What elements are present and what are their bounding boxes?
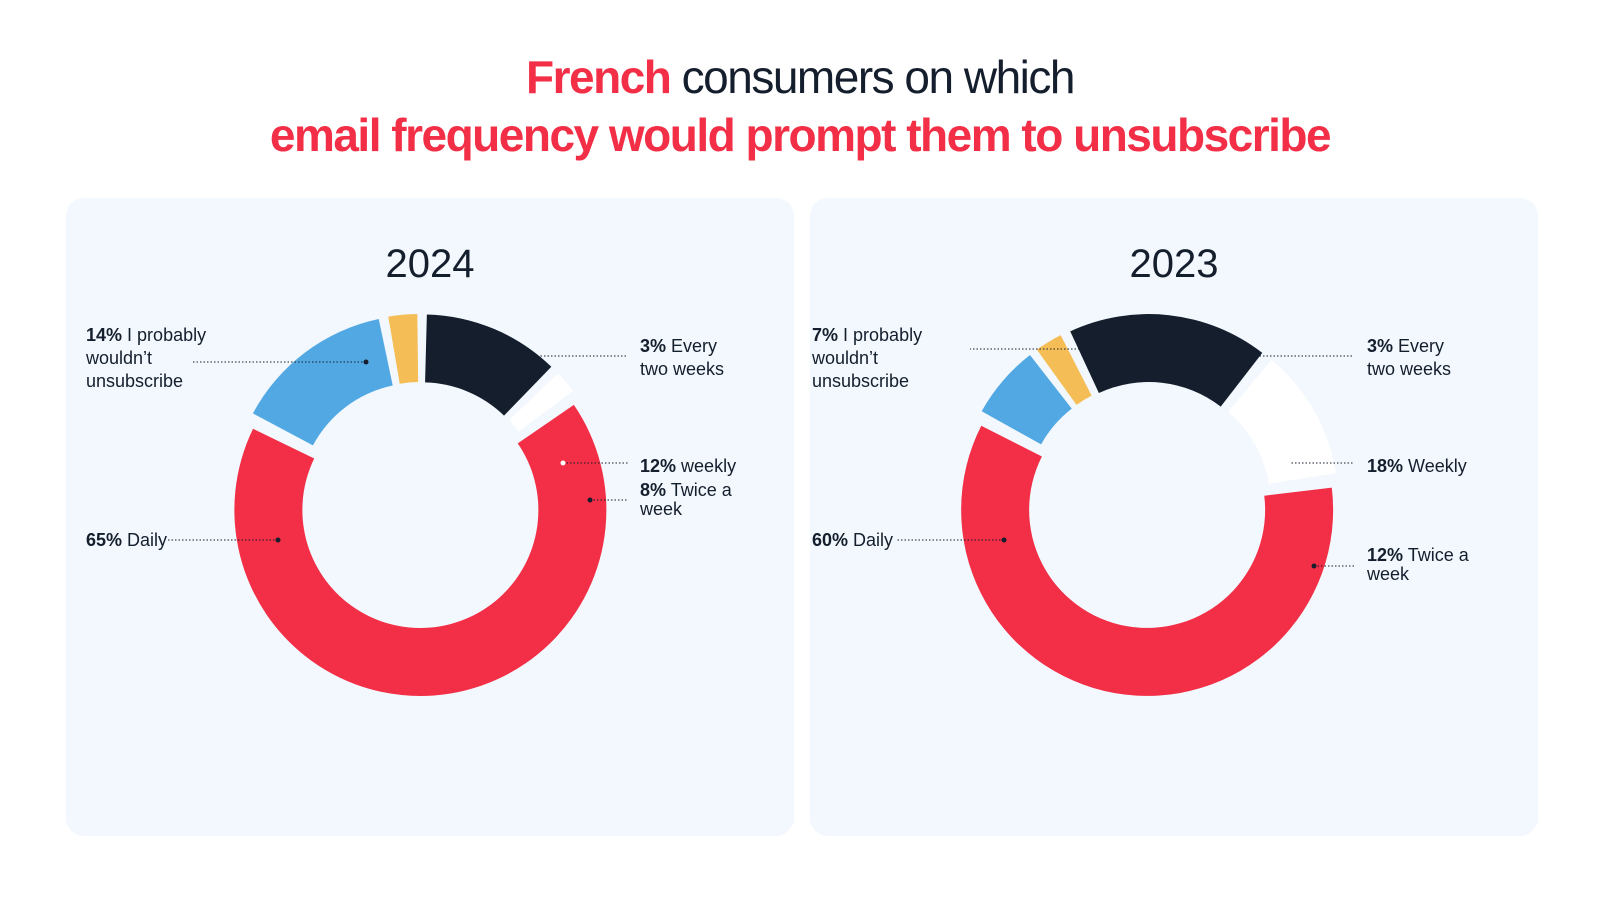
leader-dot-wouldnt xyxy=(363,359,369,365)
label-twice-a-week: 12% Twice a week xyxy=(1367,546,1469,584)
label-text-line: unsubscribe xyxy=(86,371,184,391)
label-wouldnt-unsubscribe: 14% I probably wouldn’t unsubscribe xyxy=(86,324,206,393)
label-text-line: weekly xyxy=(681,456,737,476)
panel-2023: 2023 7% I probably wouldn’t unsubscribe 3%… xyxy=(810,198,1538,836)
title-line-1-rest: consumers on which xyxy=(670,51,1076,103)
label-pct: 60% xyxy=(812,530,849,550)
label-text-line: Daily xyxy=(127,530,168,550)
leader-dot-every-two-weeks xyxy=(1211,353,1217,359)
slice-every-two-weeks xyxy=(388,314,419,384)
label-pct: 7% xyxy=(812,325,839,345)
leader-dot-daily xyxy=(1001,537,1007,543)
donut-chart-2023 xyxy=(896,314,1354,696)
label-pct: 18% xyxy=(1367,456,1404,476)
leader-dot-weekly xyxy=(1285,460,1291,466)
leader-dot-wouldnt xyxy=(1115,346,1121,352)
slice-twice-a-week xyxy=(509,373,574,432)
slice-twice-a-week xyxy=(1228,359,1337,484)
donut-chart-2024 xyxy=(168,314,628,696)
leader-dot-daily xyxy=(275,537,281,543)
label-text-line: Twice a xyxy=(670,480,732,500)
label-wouldnt-unsubscribe: 7% I probably wouldn’t unsubscribe xyxy=(812,324,922,393)
leader-dot-every-two-weeks xyxy=(485,353,491,359)
label-every-two-weeks: 3% Every two weeks xyxy=(1367,335,1451,381)
label-pct: 65% xyxy=(86,530,123,550)
label-text-line: Every xyxy=(1398,336,1445,356)
slice-daily xyxy=(961,425,1334,696)
label-text-line: Twice a xyxy=(1407,545,1469,565)
leader-dot-weekly xyxy=(560,460,566,466)
slice-wouldnt xyxy=(252,318,393,446)
label-text-line: I probably xyxy=(843,325,923,345)
label-text-line: week xyxy=(640,499,683,519)
label-pct: 14% xyxy=(86,325,123,345)
panel-2024: 2024 14% I probably wouldn’t unsubscribe 3… xyxy=(66,198,794,836)
label-pct: 12% xyxy=(640,456,677,476)
label-text-line: two weeks xyxy=(640,359,725,379)
label-twice-a-week: 8% Twice a week xyxy=(640,481,732,519)
label-text-line: two weeks xyxy=(1367,359,1452,379)
label-text-line: I probably xyxy=(127,325,207,345)
label-text-line: wouldn’t xyxy=(812,348,879,368)
slice-every-two-weeks xyxy=(1036,335,1092,405)
label-text-line: Weekly xyxy=(1408,456,1467,476)
title-accent: French xyxy=(526,51,672,103)
panel-year-title: 2024 xyxy=(385,242,475,286)
label-text-line: unsubscribe xyxy=(812,371,910,391)
label-daily: 65% Daily xyxy=(86,529,167,552)
title-line-1: French consumers on which xyxy=(0,48,1600,106)
label-weekly: 18% Weekly xyxy=(1367,455,1467,478)
leader-dot-twice-a-week xyxy=(1311,563,1317,569)
label-pct: 8% xyxy=(640,480,667,500)
label-text-line: Daily xyxy=(853,530,894,550)
panel-year-title: 2023 xyxy=(1129,242,1219,286)
leader-dot-twice-a-week xyxy=(587,497,593,503)
slice-daily xyxy=(234,404,607,696)
chart-title: French consumers on which email frequenc… xyxy=(0,48,1600,164)
label-pct: 3% xyxy=(640,336,667,356)
label-daily: 60% Daily xyxy=(812,529,893,552)
label-weekly: 12% weekly xyxy=(640,455,736,478)
label-text-line: wouldn’t xyxy=(86,348,153,368)
label-every-two-weeks: 3% Every two weeks xyxy=(640,335,724,381)
slice-weekly xyxy=(425,314,552,416)
label-text-line: Every xyxy=(671,336,718,356)
label-pct: 12% xyxy=(1367,545,1404,565)
label-pct: 3% xyxy=(1367,336,1394,356)
slice-weekly xyxy=(1070,314,1263,407)
title-line-2: email frequency would prompt them to uns… xyxy=(269,109,1332,161)
slice-wouldnt xyxy=(981,354,1072,445)
label-text-line: week xyxy=(1367,564,1410,584)
